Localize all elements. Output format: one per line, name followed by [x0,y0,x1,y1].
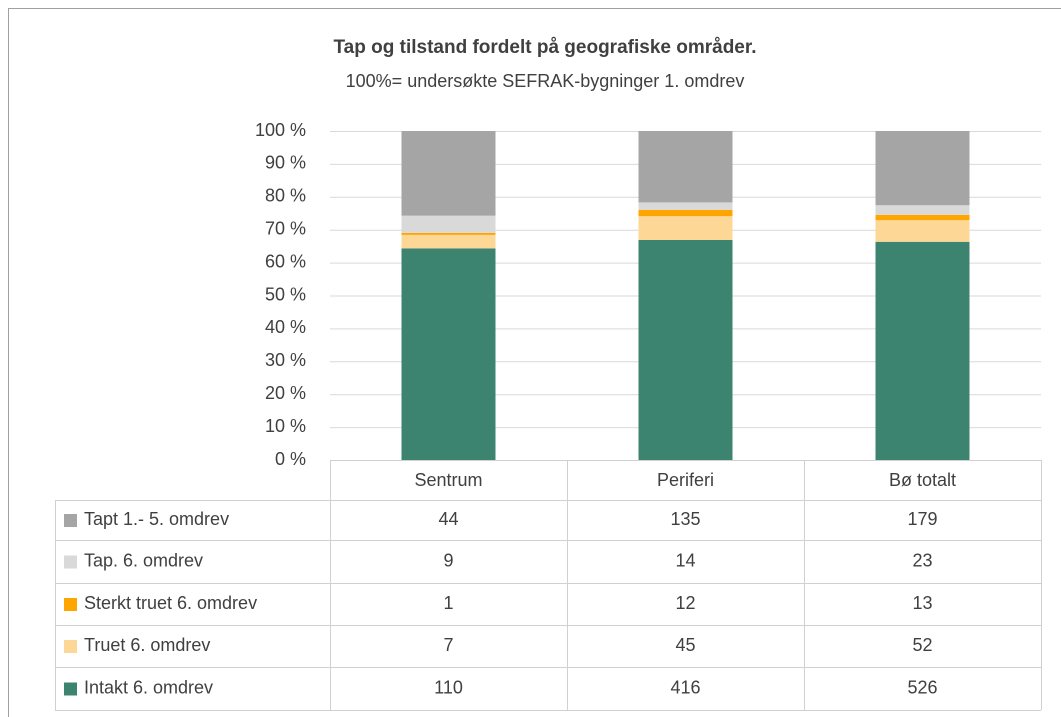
table-value: 14 [675,550,695,570]
table-value: 416 [670,677,700,697]
chart-title: Tap og tilstand fordelt på geografiske o… [333,37,756,58]
bar-segment [638,216,733,240]
x-tick-label: Bø totalt [889,470,956,490]
table-value: 7 [443,635,453,655]
bar-segment [875,131,970,206]
y-tick-label: 60 % [265,251,306,271]
y-tick-label: 20 % [265,383,306,403]
table-value: 45 [675,635,695,655]
y-tick-label: 50 % [265,284,306,304]
bar-segment [875,220,970,242]
bar-segment [638,202,733,210]
table-value: 110 [434,677,463,697]
bar-segment [401,232,496,235]
legend-label: Intakt 6. omdrev [84,677,213,697]
x-tick-label: Periferi [657,470,714,490]
bar-segment [638,131,733,203]
bar-segment [875,205,970,215]
table-value: 9 [443,550,453,570]
x-tick-label: Sentrum [414,470,482,490]
table-value: 526 [907,677,937,697]
bar-segment [401,131,496,216]
bar-segment [401,215,496,233]
legend-label: Truet 6. omdrev [84,635,210,655]
legend-label: Tap. 6. omdrev [84,550,203,570]
table-value: 135 [670,509,700,529]
table-value: 179 [907,509,937,529]
y-tick-label: 80 % [265,186,306,206]
y-tick-label: 100 % [255,120,306,140]
bar-segment [401,234,496,249]
legend-swatch [64,598,77,611]
table-value: 1 [443,593,453,613]
y-tick-label: 30 % [265,350,306,370]
legend-swatch [64,555,77,569]
table-value: 44 [438,509,458,529]
legend-swatch [64,514,77,527]
legend-label: Sterkt truet 6. omdrev [84,593,257,613]
legend-swatch [64,640,77,653]
chart-subtitle: 100%= undersøkte SEFRAK-bygninger 1. omd… [346,71,745,91]
bar-segment [875,214,970,221]
y-tick-label: 90 % [265,153,306,173]
bar-segment [401,248,496,460]
y-tick-label: 40 % [265,317,306,337]
y-tick-label: 10 % [265,416,306,436]
bar-segment [875,241,970,460]
table-value: 52 [912,635,932,655]
bar-segment [638,239,733,460]
y-tick-label: 0 % [275,449,306,469]
bar-segment [638,209,733,217]
table-value: 23 [912,550,932,570]
y-tick-label: 70 % [265,218,306,238]
table-value: 12 [675,593,695,613]
legend-label: Tapt 1.- 5. omdrev [84,509,229,529]
legend-swatch [64,682,77,696]
table-value: 13 [912,593,932,613]
